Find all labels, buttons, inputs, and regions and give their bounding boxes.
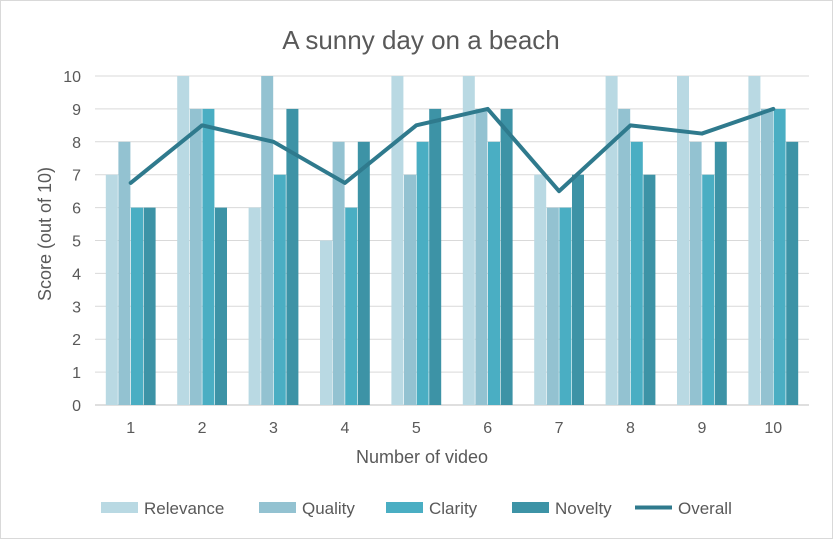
legend-swatch-clarity	[386, 502, 423, 513]
bar-relevance-5	[391, 76, 404, 405]
legend-label-novelty: Novelty	[555, 499, 612, 518]
y-tick-label: 9	[72, 102, 81, 119]
bar-clarity-5	[416, 141, 429, 406]
bar-quality-7	[546, 207, 559, 405]
bar-relevance-2	[177, 76, 190, 405]
legend-swatch-relevance	[101, 502, 138, 513]
legend-label-relevance: Relevance	[144, 499, 224, 518]
bar-novelty-1	[143, 207, 156, 405]
bar-clarity-2	[202, 108, 215, 406]
legend: Relevance Quality Clarity Novelty Overall	[101, 499, 732, 518]
bar-quality-10	[761, 108, 773, 406]
bar-relevance-8	[605, 76, 618, 405]
x-tick-label: 2	[198, 420, 207, 437]
y-tick-label: 6	[72, 201, 81, 218]
y-tick-label: 8	[72, 135, 81, 152]
legend-label-clarity: Clarity	[429, 499, 478, 518]
y-tick-label: 7	[72, 168, 81, 185]
bar-relevance-9	[677, 76, 689, 405]
bar-quality-9	[689, 141, 702, 406]
bar-relevance-10	[748, 76, 761, 405]
bar-clarity-6	[488, 141, 500, 406]
legend-label-overall: Overall	[678, 499, 732, 518]
bar-quality-5	[404, 174, 416, 405]
bar-novelty-5	[429, 108, 442, 406]
bar-quality-4	[332, 141, 345, 406]
bar-clarity-7	[559, 207, 572, 405]
y-tick-label: 3	[72, 299, 81, 316]
bar-quality-6	[475, 108, 488, 406]
y-tick-label: 10	[63, 69, 81, 86]
bar-clarity-8	[630, 141, 643, 406]
x-axis-label: Number of video	[356, 447, 488, 467]
bar-clarity-3	[273, 174, 286, 405]
overall-line-layer	[128, 106, 776, 194]
x-tick-label: 4	[340, 420, 349, 437]
bar-novelty-2	[215, 207, 227, 405]
y-tick-label: 1	[72, 365, 81, 382]
legend-label-quality: Quality	[302, 499, 355, 518]
x-tick-label: 10	[764, 420, 782, 437]
y-axis-label: Score (out of 10)	[35, 167, 55, 301]
y-tick-label: 4	[72, 266, 81, 283]
y-tick-labels: 0 1 2 3 4 5 6 7 8 9 10	[63, 69, 81, 415]
legend-swatch-novelty	[512, 502, 549, 513]
x-tick-label: 8	[626, 420, 635, 437]
bar-quality-2	[189, 108, 202, 406]
bar-relevance-1	[105, 174, 118, 405]
overall-line	[128, 106, 776, 194]
legend-swatch-quality	[259, 502, 296, 513]
bar-clarity-10	[773, 108, 786, 406]
bar-novelty-6	[500, 108, 513, 406]
x-tick-label: 3	[269, 420, 278, 437]
bar-relevance-7	[534, 174, 547, 405]
bar-novelty-4	[357, 141, 370, 406]
bar-novelty-8	[643, 174, 656, 405]
bar-novelty-3	[286, 108, 299, 406]
y-tick-label: 5	[72, 234, 81, 251]
x-tick-label: 7	[555, 420, 564, 437]
bar-novelty-9	[714, 141, 727, 406]
bars	[105, 76, 799, 406]
bar-quality-1	[118, 141, 131, 406]
bar-novelty-7	[572, 174, 584, 405]
x-tick-label: 6	[483, 420, 492, 437]
bar-clarity-4	[345, 207, 358, 405]
bar-clarity-1	[131, 207, 143, 405]
x-tick-label: 1	[126, 420, 135, 437]
y-tick-label: 0	[72, 398, 81, 415]
x-tick-labels: 1 2 3 4 5 6 7 8 9 10	[126, 420, 782, 437]
bar-clarity-9	[702, 174, 715, 405]
y-tick-label: 2	[72, 332, 81, 349]
chart-title: A sunny day on a beach	[282, 25, 560, 55]
bar-novelty-10	[786, 141, 799, 406]
bar-relevance-4	[320, 240, 332, 405]
bar-quality-3	[261, 76, 274, 405]
bar-quality-8	[618, 108, 631, 406]
x-tick-label: 5	[412, 420, 421, 437]
x-tick-label: 9	[697, 420, 706, 437]
bar-relevance-3	[248, 207, 261, 405]
bar-relevance-6	[462, 76, 475, 405]
